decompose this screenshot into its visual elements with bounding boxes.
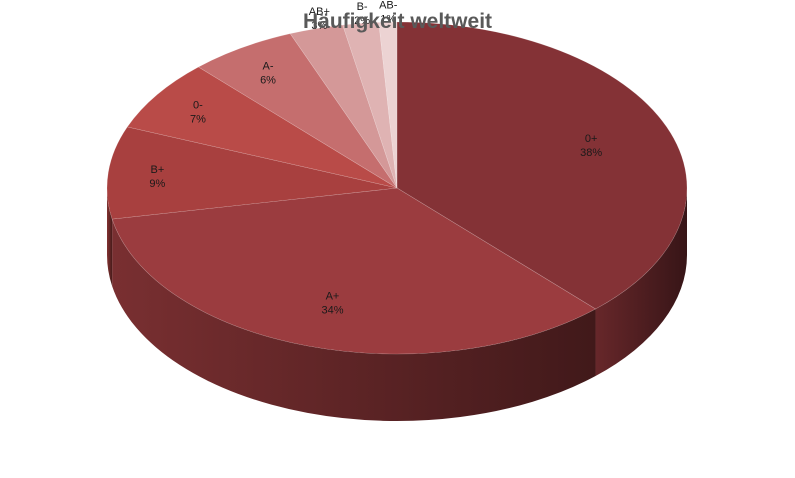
slice-label-AB+: AB+ 3%	[309, 6, 330, 32]
slice-label-A+: A+ 34%	[321, 291, 343, 317]
pie-slice-AB+	[289, 24, 398, 189]
slice-percent: 34%	[321, 305, 343, 317]
slice-label-0-: 0-7%	[190, 100, 206, 126]
slice-label-B+: B+ 9%	[149, 164, 165, 190]
slice-percent: 7%	[190, 114, 206, 126]
slice-percent: 3%	[311, 20, 327, 32]
pie-slice-B+	[106, 126, 398, 220]
pie-slice-A-	[197, 33, 398, 189]
slice-category: 0+	[585, 133, 598, 145]
slice-category: B+	[150, 164, 164, 176]
chart-title: Häufigkeit weltweit	[302, 10, 493, 33]
slice-label-0+: 0+ 38%	[580, 133, 602, 159]
slice-category: B-	[357, 1, 368, 13]
slice-percent: 38%	[580, 147, 602, 159]
pie-side-B+	[107, 188, 113, 287]
slice-category: A+	[326, 291, 340, 303]
slice-percent: 9%	[149, 178, 165, 190]
pie-slice-AB-	[378, 21, 398, 189]
slice-category: 0-	[193, 100, 203, 112]
slice-category: AB-	[379, 0, 398, 12]
pie-side-A+	[112, 219, 596, 421]
slice-label-B-: B- 2%	[354, 1, 370, 27]
pie-slice-B-	[342, 22, 398, 189]
slice-category: A-	[263, 61, 274, 73]
slice-category: AB+	[309, 6, 330, 18]
slice-percent: 1%	[380, 14, 396, 26]
pie-slice-0+	[396, 21, 688, 310]
slice-label-A-: A- 6%	[260, 61, 276, 87]
pie-slice-0-	[126, 66, 398, 189]
slice-percent: 2%	[354, 15, 370, 27]
slice-label-AB-: AB- 1%	[379, 0, 398, 26]
pie-side-0+	[595, 188, 687, 377]
pie-slice-A+	[111, 187, 597, 355]
slice-percent: 6%	[260, 75, 276, 87]
